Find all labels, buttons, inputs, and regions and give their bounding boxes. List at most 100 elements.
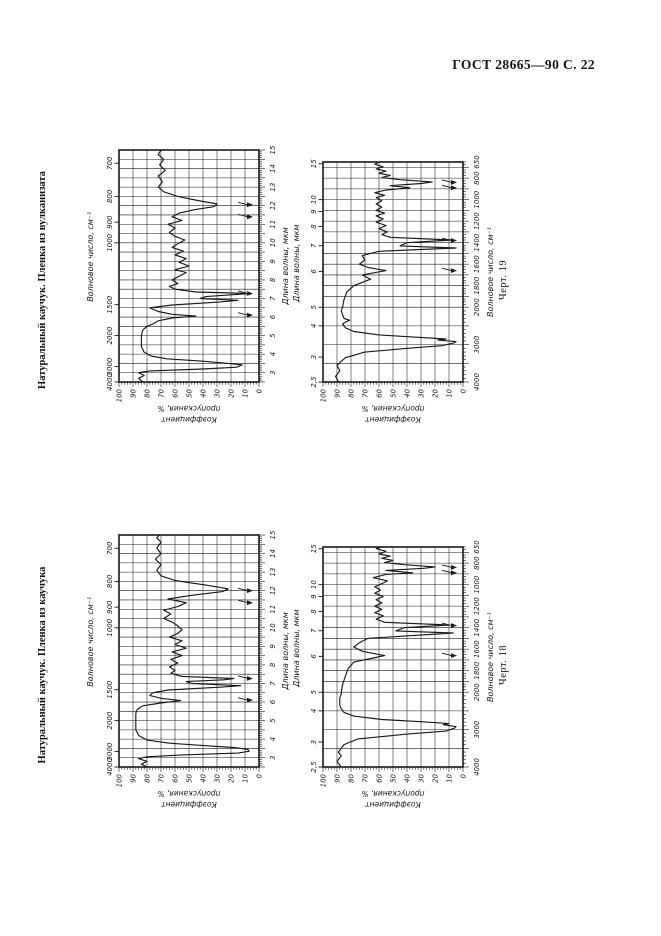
transmission-axis: 100 90 80 70 60 50 40 30 20 10 0Коэффициентпропуск…	[115, 382, 263, 424]
svg-text:30: 30	[213, 388, 221, 397]
svg-text:1200: 1200	[473, 212, 481, 230]
svg-text:9: 9	[310, 594, 318, 599]
analytical-band-arrows	[441, 564, 457, 659]
figure-19-rotated-block: Натуральный каучук. Пленка из вулканизат…	[35, 130, 525, 430]
svg-text:30: 30	[417, 388, 425, 397]
spectrum-curve	[138, 149, 252, 383]
arrow-head	[451, 185, 457, 191]
svg-text:4: 4	[310, 324, 318, 328]
svg-text:80: 80	[143, 388, 151, 397]
analytical-band-arrows	[237, 587, 253, 703]
svg-text:1800: 1800	[473, 276, 481, 294]
svg-text:2000: 2000	[473, 298, 481, 316]
svg-text:800: 800	[473, 171, 481, 185]
arrow-head	[451, 570, 457, 576]
transmission-axis: 100 90 80 70 60 50 40 30 20 10 0Коэффициентпропуск…	[115, 767, 263, 809]
svg-text:9: 9	[269, 644, 277, 649]
svg-text:5: 5	[310, 304, 318, 309]
svg-text:80: 80	[347, 773, 355, 782]
spectrum-curve	[335, 161, 457, 383]
svg-text:5: 5	[269, 333, 277, 338]
svg-text:30: 30	[417, 773, 425, 782]
svg-text:4000: 4000	[473, 373, 481, 391]
svg-text:10: 10	[241, 773, 249, 782]
svg-text:1800: 1800	[473, 661, 481, 679]
arrow-head	[451, 268, 457, 274]
analytical-band-arrows	[237, 201, 253, 318]
svg-text:40: 40	[403, 388, 411, 397]
svg-text:11: 11	[269, 605, 277, 614]
svg-text:20: 20	[227, 773, 235, 782]
svg-text:0: 0	[255, 773, 263, 778]
arrow-head	[451, 623, 457, 628]
svg-text:4000: 4000	[473, 758, 481, 776]
svg-text:70: 70	[361, 388, 369, 397]
svg-text:6: 6	[310, 654, 318, 659]
figure-19: Натуральный каучук. Пленка из вулканизат…	[35, 130, 525, 430]
svg-text:800: 800	[106, 189, 114, 203]
top-axis-title: Длина волны, мкм	[292, 224, 301, 303]
svg-text:1000: 1000	[106, 618, 114, 636]
svg-text:90: 90	[333, 773, 341, 782]
svg-text:800: 800	[106, 574, 114, 588]
grid	[119, 535, 259, 767]
svg-text:2,5: 2,5	[310, 761, 318, 773]
transmission-axis-title-line2: пропускания, %	[157, 404, 220, 413]
svg-text:7: 7	[269, 296, 277, 301]
svg-text:8: 8	[310, 609, 318, 614]
svg-text:50: 50	[185, 773, 193, 782]
svg-text:2000: 2000	[106, 326, 114, 344]
svg-text:12: 12	[269, 586, 277, 595]
svg-text:2000: 2000	[106, 711, 114, 729]
svg-text:70: 70	[157, 773, 165, 782]
svg-text:100: 100	[319, 773, 327, 787]
svg-text:11: 11	[269, 220, 277, 229]
svg-text:80: 80	[143, 773, 151, 782]
svg-text:80: 80	[347, 388, 355, 397]
svg-text:10: 10	[310, 195, 318, 204]
transmission-axis-title-line2: пропускания, %	[361, 404, 424, 413]
svg-text:30: 30	[213, 773, 221, 782]
transmission-axis: 100 90 80 70 60 50 40 30 20 10 0Коэффициентпропуск…	[319, 382, 467, 424]
bottom-axis-title: Волновое число, см⁻¹	[486, 227, 495, 317]
page-header: ГОСТ 28665—90 С. 22	[452, 57, 595, 72]
transmission-axis-title-line1: Коэффициент	[161, 415, 217, 424]
arrow-head	[247, 588, 253, 594]
bottom-axis: 3 4 5 6 7 8 9 10 11 12 13 14 15 Длина волны, мкм	[259, 145, 290, 383]
svg-text:3: 3	[310, 355, 318, 359]
svg-text:40: 40	[403, 773, 411, 782]
bottom-axis: 4000 3000 2000 1800 1600 1400 1200 1000 800 650 Во…	[463, 155, 495, 391]
svg-text:0: 0	[459, 773, 467, 778]
arrow-head	[451, 180, 457, 185]
svg-text:4: 4	[269, 352, 277, 356]
svg-text:6: 6	[269, 699, 277, 704]
svg-text:6: 6	[310, 269, 318, 274]
top-axis-title: Волновое число, см⁻¹	[86, 597, 95, 687]
spectrum-curve	[336, 546, 457, 768]
svg-text:1500: 1500	[106, 295, 114, 313]
svg-text:60: 60	[171, 388, 179, 397]
svg-text:1400: 1400	[473, 618, 481, 636]
svg-text:3000: 3000	[473, 720, 481, 738]
svg-text:15: 15	[310, 159, 318, 168]
svg-text:9: 9	[310, 209, 318, 214]
svg-text:4: 4	[269, 737, 277, 741]
svg-text:8: 8	[310, 224, 318, 229]
svg-text:1000: 1000	[473, 575, 481, 593]
svg-text:50: 50	[389, 773, 397, 782]
svg-text:50: 50	[185, 388, 193, 397]
svg-text:40: 40	[199, 773, 207, 782]
arrow-head	[451, 238, 457, 243]
svg-text:7: 7	[269, 681, 277, 686]
svg-text:5: 5	[269, 718, 277, 723]
svg-text:4000: 4000	[106, 758, 114, 776]
bottom-axis-title: Длина волны, мкм	[281, 612, 290, 691]
top-axis-title: Длина волны, мкм	[292, 609, 301, 688]
svg-text:10: 10	[269, 623, 277, 632]
arrow-head	[247, 214, 253, 220]
svg-text:3: 3	[310, 740, 318, 744]
